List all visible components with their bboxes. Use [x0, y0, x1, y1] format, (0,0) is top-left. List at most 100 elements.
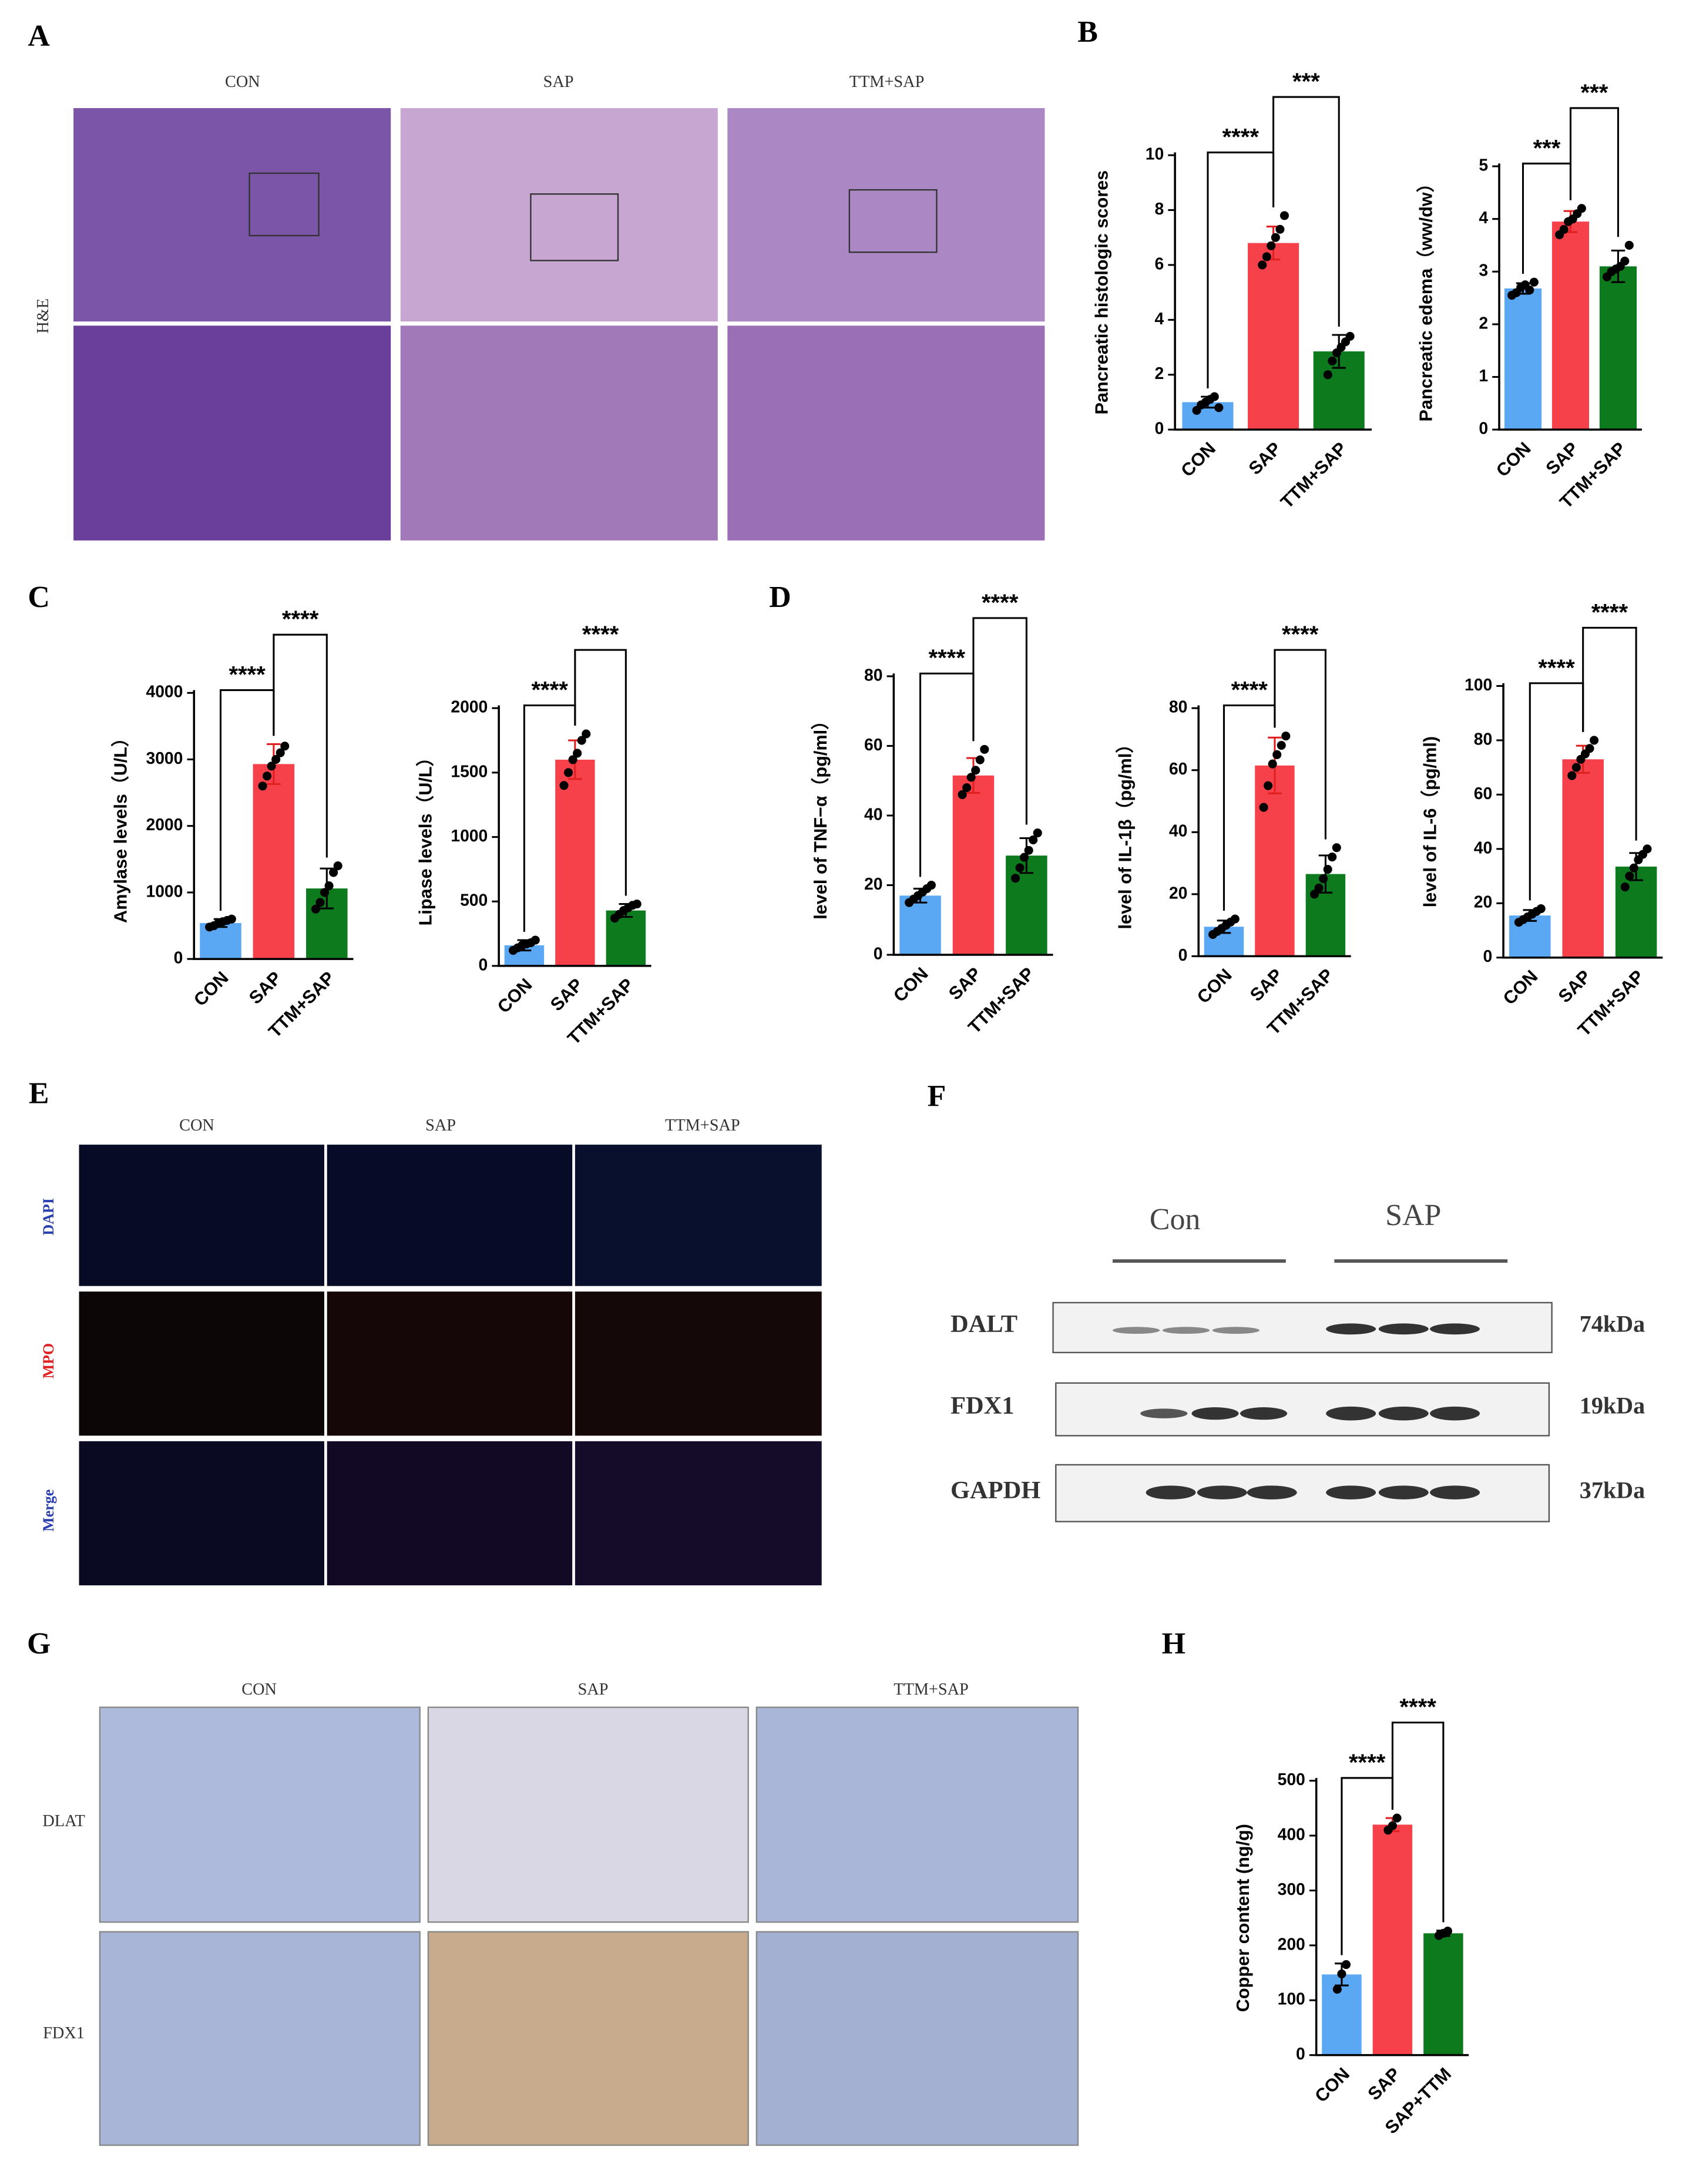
significance-bracket — [972, 617, 1027, 825]
x-tick-label: CON — [1177, 438, 1220, 481]
x-tick-label: CON — [889, 964, 932, 1006]
axes — [1498, 163, 1642, 431]
y-tick-label: 500 — [460, 891, 488, 910]
y-axis-label: Copper content (ng/g) — [1233, 1824, 1253, 2012]
significance-label: **** — [1399, 1695, 1436, 1720]
data-point — [1281, 732, 1291, 741]
x-tick-label: SAP — [1246, 965, 1287, 1005]
ihc-image — [99, 1931, 421, 2146]
y-tick-label: 4000 — [146, 682, 183, 701]
significance-label: **** — [229, 662, 266, 688]
row-label: DAPI — [40, 1198, 57, 1235]
significance-label: **** — [1349, 1750, 1386, 1776]
data-point — [958, 790, 967, 799]
panel-letter: F — [928, 1079, 946, 1113]
y-tick-label: 0 — [1296, 2044, 1305, 2063]
data-point — [1033, 828, 1042, 838]
data-point — [1275, 224, 1285, 234]
y-axis-label: level of TNF−α（pg/ml） — [811, 712, 831, 920]
if-image — [79, 1291, 324, 1436]
data-point — [280, 742, 290, 751]
data-point — [1529, 277, 1539, 287]
he-image — [400, 326, 718, 541]
data-point — [320, 888, 330, 897]
y-tick-label: 2 — [1154, 364, 1164, 383]
y-tick-label: 4 — [1154, 309, 1164, 328]
significance-bracket — [574, 649, 627, 896]
bar — [1255, 765, 1295, 957]
y-tick-label: 2000 — [451, 697, 488, 716]
significance-label: *** — [1533, 135, 1561, 161]
axes — [1197, 705, 1351, 958]
bar — [1423, 1933, 1463, 2055]
data-point — [530, 935, 540, 945]
y-tick-label: 80 — [1474, 729, 1492, 748]
y-tick-label: 2000 — [146, 815, 183, 834]
y-tick-label: 6 — [1154, 254, 1164, 273]
if-image — [327, 1441, 573, 1586]
x-tick-label: CON — [190, 968, 232, 1010]
data-point — [1624, 240, 1634, 250]
data-point — [975, 755, 985, 764]
x-tick-label: CON — [1499, 967, 1541, 1009]
y-tick-label: 5 — [1479, 155, 1488, 174]
data-point — [1279, 211, 1289, 220]
significance-label: *** — [1581, 80, 1608, 106]
significance-label: **** — [531, 677, 568, 703]
protein-label: DALT — [951, 1310, 1017, 1338]
y-axis-label: Lipase levels（U/L） — [416, 749, 436, 926]
data-point — [1341, 1960, 1351, 1970]
ihc-image — [427, 1706, 749, 1923]
x-tick-label: SAP — [546, 975, 587, 1015]
y-tick-label: 60 — [1474, 784, 1492, 803]
significance-label: **** — [1231, 677, 1268, 703]
y-tick-label: 3000 — [146, 749, 183, 767]
column-label: TTM+SAP — [894, 1680, 969, 1699]
if-image — [79, 1145, 324, 1286]
data-point — [1262, 252, 1271, 261]
data-point — [966, 773, 976, 782]
data-point — [1271, 233, 1280, 242]
y-tick-label: 2 — [1479, 313, 1488, 332]
bar — [253, 764, 295, 960]
data-point — [1571, 763, 1581, 772]
panel-letter: A — [28, 19, 50, 53]
panel-letter: G — [27, 1627, 51, 1660]
data-point — [980, 744, 989, 754]
row-label: DLAT — [42, 1812, 85, 1830]
data-point — [1328, 356, 1337, 365]
blot — [1055, 1382, 1550, 1437]
data-point — [1345, 331, 1355, 341]
y-tick-label: 40 — [1169, 821, 1187, 840]
significance-bracket — [1274, 649, 1326, 840]
column-label: SAP — [578, 1680, 609, 1699]
column-label: CON — [225, 73, 260, 91]
significance-bracket — [1569, 107, 1619, 237]
data-point — [962, 783, 972, 793]
data-point — [568, 755, 577, 764]
data-point — [1323, 865, 1332, 874]
data-point — [1020, 853, 1029, 862]
bar — [952, 775, 995, 955]
he-image — [400, 108, 718, 322]
y-tick-label: 1000 — [451, 826, 488, 845]
significance-bracket — [273, 633, 328, 858]
protein-label: FDX1 — [951, 1392, 1014, 1420]
y-tick-label: 60 — [1169, 759, 1187, 778]
x-tick-label: CON — [493, 975, 536, 1017]
ihc-image — [755, 1706, 1079, 1923]
if-image — [575, 1145, 822, 1286]
column-label: TTM+SAP — [665, 1116, 740, 1135]
data-point — [267, 761, 276, 771]
bar — [1322, 1974, 1362, 2055]
y-tick-label: 0 — [1154, 419, 1164, 438]
row-label: Merge — [40, 1489, 57, 1532]
data-point — [1388, 1821, 1397, 1830]
data-point — [582, 729, 591, 739]
data-point — [333, 861, 342, 871]
y-axis-label: Amylase levels（U/L） — [111, 729, 131, 923]
data-point — [1332, 1985, 1342, 1994]
data-point — [1029, 835, 1038, 845]
panel-letter: E — [29, 1076, 49, 1110]
